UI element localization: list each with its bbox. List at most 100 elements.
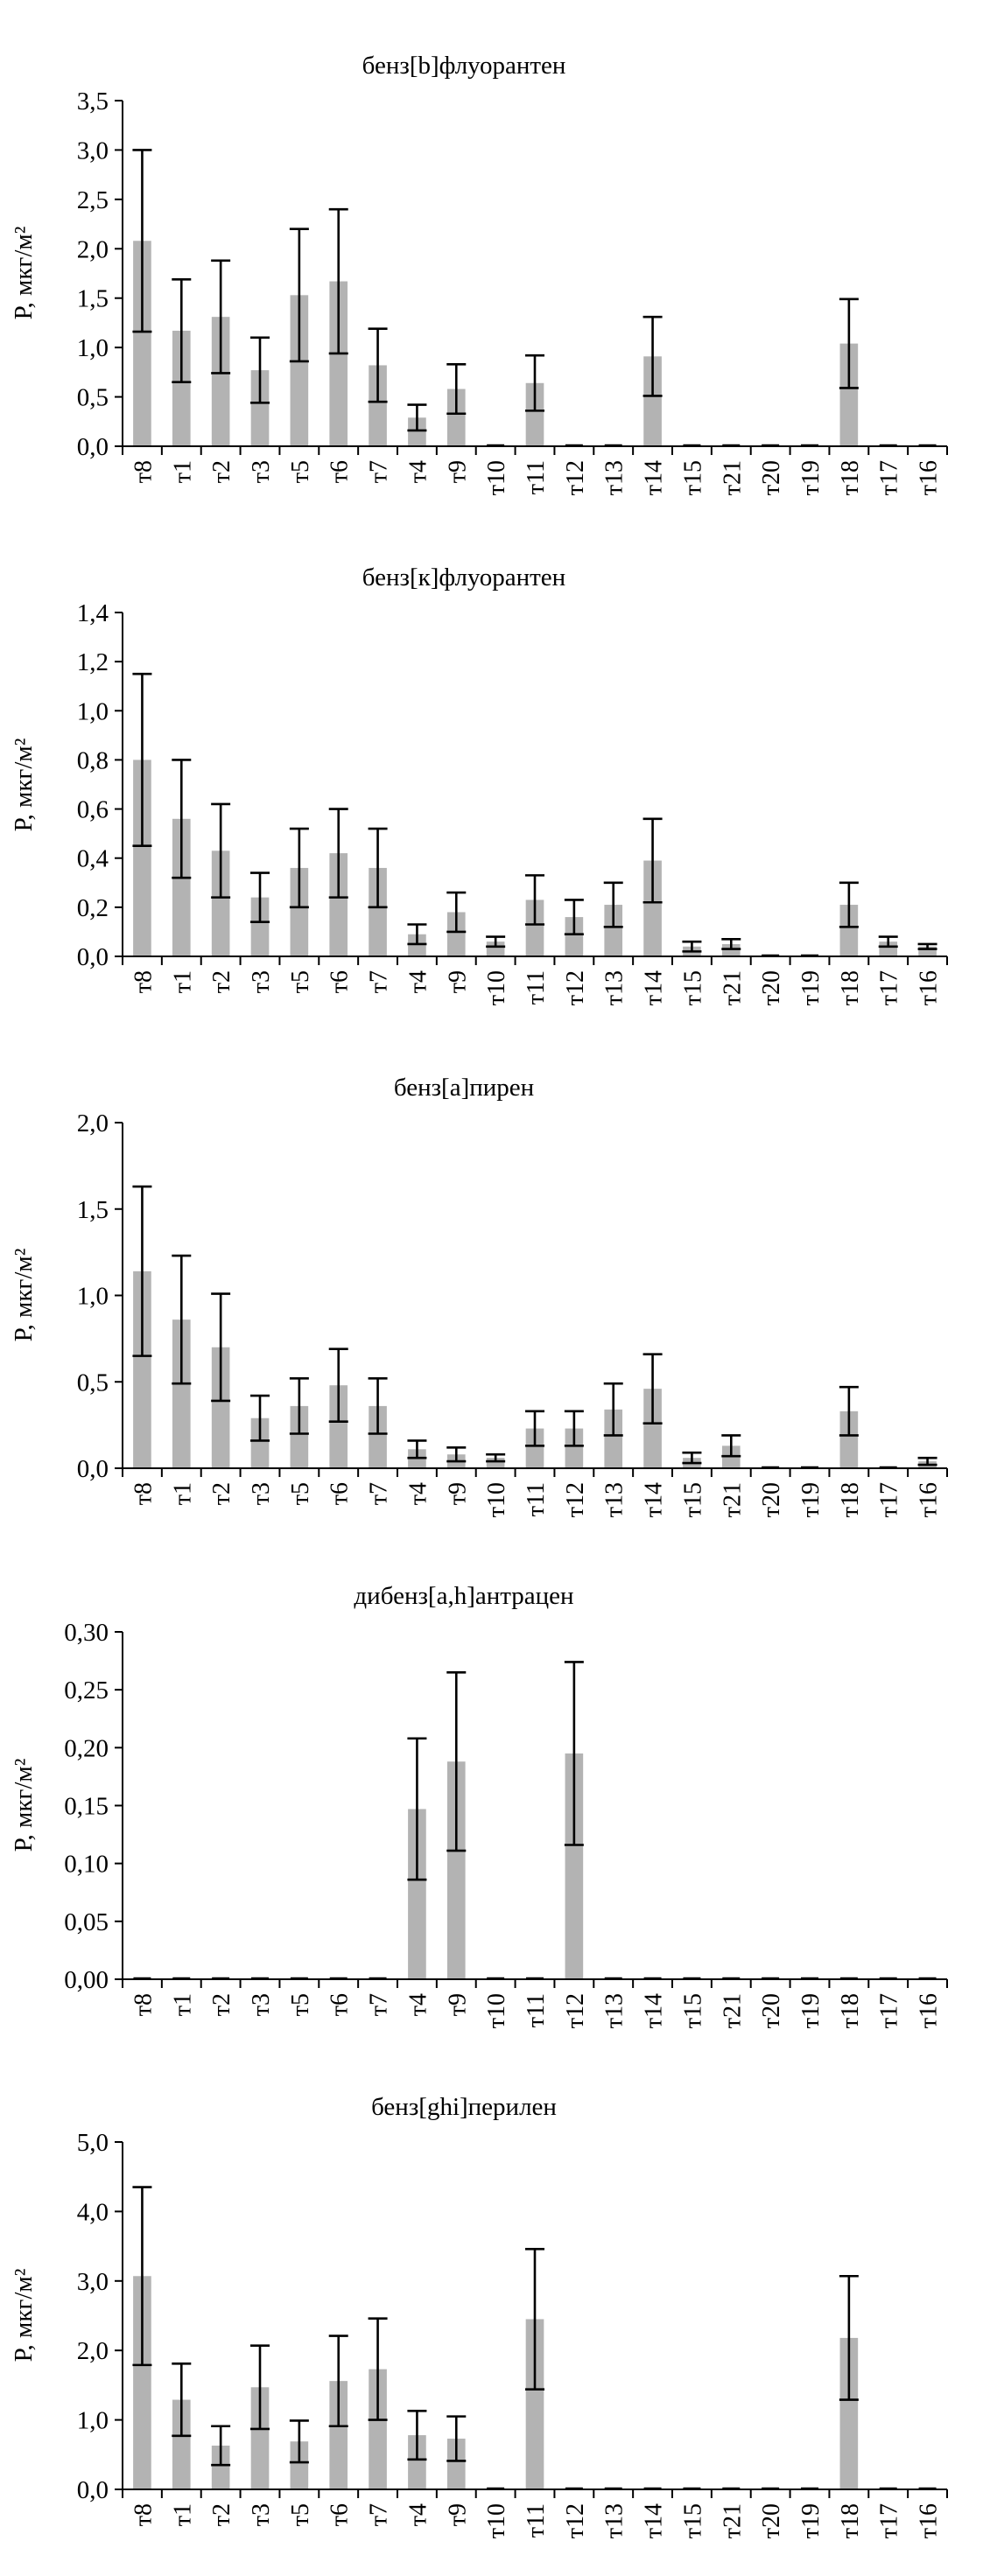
bar-т4 xyxy=(408,1809,426,1979)
bar-т16 xyxy=(918,946,937,956)
x-tick-label: т14 xyxy=(641,460,668,495)
x-tick-label: т3 xyxy=(248,970,275,993)
bar-т18 xyxy=(839,2337,859,2489)
bar-т18 xyxy=(839,1410,859,1468)
x-tick-label: т16 xyxy=(916,970,943,1005)
x-tick-label: т10 xyxy=(483,970,510,1005)
x-tick-label: т19 xyxy=(797,1482,825,1517)
chart-2: бенз[к]флуорантен P, мкг/м² 0,0 0,2 0,4 0,6 0,… xyxy=(10,564,948,1005)
x-tick-label: т13 xyxy=(601,460,628,495)
x-tick-label: т10 xyxy=(483,1482,510,1517)
x-tick-label: т20 xyxy=(758,460,785,495)
y-tick-label: 3,0 xyxy=(77,2268,109,2296)
bar-т6 xyxy=(329,853,348,956)
bar-т6 xyxy=(329,1385,348,1468)
x-tick-label: т4 xyxy=(404,1482,432,1505)
y-tick-label: 1,0 xyxy=(77,697,109,725)
x-tick-label: т17 xyxy=(876,1482,903,1517)
bar-т4 xyxy=(408,2435,426,2489)
bar-т3 xyxy=(250,2387,270,2489)
bar-т9 xyxy=(446,912,466,956)
x-tick-label: т21 xyxy=(719,2503,746,2538)
bar-т6 xyxy=(329,2381,348,2489)
bar-т10 xyxy=(486,1458,505,1468)
bar-т2 xyxy=(211,2445,230,2489)
chart-5: бенз[ghi]перилен P, мкг/м² 0,0 1,0 2,0 3,0 4,0… xyxy=(10,2093,948,2538)
bar-т1 xyxy=(172,818,191,956)
x-tick-label: т15 xyxy=(679,1993,706,2028)
x-tick-label: т5 xyxy=(287,460,314,483)
y-tick-label: 3,5 xyxy=(77,88,109,116)
x-tick-label: т14 xyxy=(641,1482,668,1517)
bar-т11 xyxy=(525,1428,544,1468)
x-tick-label: т7 xyxy=(366,2503,393,2526)
bar-т7 xyxy=(369,2369,387,2489)
x-tick-label: т1 xyxy=(169,1482,196,1505)
bar-т6 xyxy=(329,281,348,446)
bar-т14 xyxy=(643,1389,662,1468)
bar-т5 xyxy=(290,295,309,446)
x-tick-label: т2 xyxy=(208,2503,235,2526)
bar-т1 xyxy=(172,1320,191,1468)
bar-т11 xyxy=(525,2319,544,2489)
x-tick-label: т6 xyxy=(326,2503,354,2526)
x-tick-label: т8 xyxy=(130,970,157,993)
x-tick-label: т5 xyxy=(287,1993,314,2016)
x-tick-label: т8 xyxy=(130,2503,157,2526)
x-tick-label: т15 xyxy=(679,970,706,1005)
y-axis-label: P, мкг/м² xyxy=(10,2268,38,2362)
x-tick-label: т12 xyxy=(562,2503,589,2538)
bar-т5 xyxy=(290,1405,309,1468)
x-tick-label: т21 xyxy=(719,1993,746,2028)
bar-т5 xyxy=(290,2441,309,2489)
x-tick-label: т21 xyxy=(719,460,746,495)
x-tick-label: т11 xyxy=(523,970,550,1004)
x-tick-label: т3 xyxy=(248,1993,275,2016)
y-tick-label: 0,8 xyxy=(77,746,109,774)
bar-т14 xyxy=(643,860,662,956)
bar-т12 xyxy=(565,917,584,956)
x-tick-label: т8 xyxy=(130,1993,157,2016)
y-tick-label: 0,0 xyxy=(77,433,109,461)
x-tick-label: т2 xyxy=(208,460,235,483)
x-tick-label: т18 xyxy=(837,970,864,1005)
bar-т17 xyxy=(879,942,898,956)
x-tick-label: т4 xyxy=(404,1993,432,2016)
x-tick-label: т3 xyxy=(248,1482,275,1505)
x-tick-label: т11 xyxy=(523,1482,550,1516)
x-tick-label: т13 xyxy=(601,970,628,1005)
y-tick-label: 3,0 xyxy=(77,136,109,164)
x-tick-label: т17 xyxy=(876,460,903,495)
x-tick-label: т13 xyxy=(601,2503,628,2538)
bar-т12 xyxy=(565,1753,584,1979)
bar-т9 xyxy=(446,388,466,446)
x-tick-label: т12 xyxy=(562,1993,589,2028)
y-axis-label: P, мкг/м² xyxy=(10,1248,38,1341)
x-tick-label: т1 xyxy=(169,1993,196,2016)
x-tick-label: т3 xyxy=(248,460,275,483)
bar-т1 xyxy=(172,330,191,446)
x-tick-label: т6 xyxy=(326,1482,354,1505)
bar-т3 xyxy=(250,897,270,956)
x-tick-label: т4 xyxy=(404,460,432,483)
y-tick-label: 0,10 xyxy=(64,1851,109,1879)
y-tick-label: 0,6 xyxy=(77,796,109,824)
x-tick-label: т14 xyxy=(641,970,668,1005)
x-tick-label: т12 xyxy=(562,460,589,495)
y-tick-label: 4,0 xyxy=(77,2198,109,2226)
y-tick-label: 0,2 xyxy=(77,894,109,922)
x-tick-label: т7 xyxy=(366,970,393,993)
chart-title: бенз[к]флуорантен xyxy=(362,564,565,592)
x-tick-label: т7 xyxy=(366,1482,393,1505)
x-tick-label: т6 xyxy=(326,970,354,993)
bar-т9 xyxy=(446,1761,466,1979)
bar-т10 xyxy=(486,942,505,956)
chart-3: бенз[a]пирен P, мкг/м² 0,0 0,5 1,0 1,5 2,0 т8 т1… xyxy=(10,1074,948,1517)
bar-т3 xyxy=(250,1418,270,1468)
bar-т2 xyxy=(211,850,230,956)
chart-title: бенз[b]флуорантен xyxy=(362,52,566,80)
x-tick-label: т7 xyxy=(366,460,393,483)
x-tick-label: т1 xyxy=(169,460,196,483)
x-tick-label: т4 xyxy=(404,2503,432,2526)
x-tick-label: т20 xyxy=(758,1993,785,2028)
